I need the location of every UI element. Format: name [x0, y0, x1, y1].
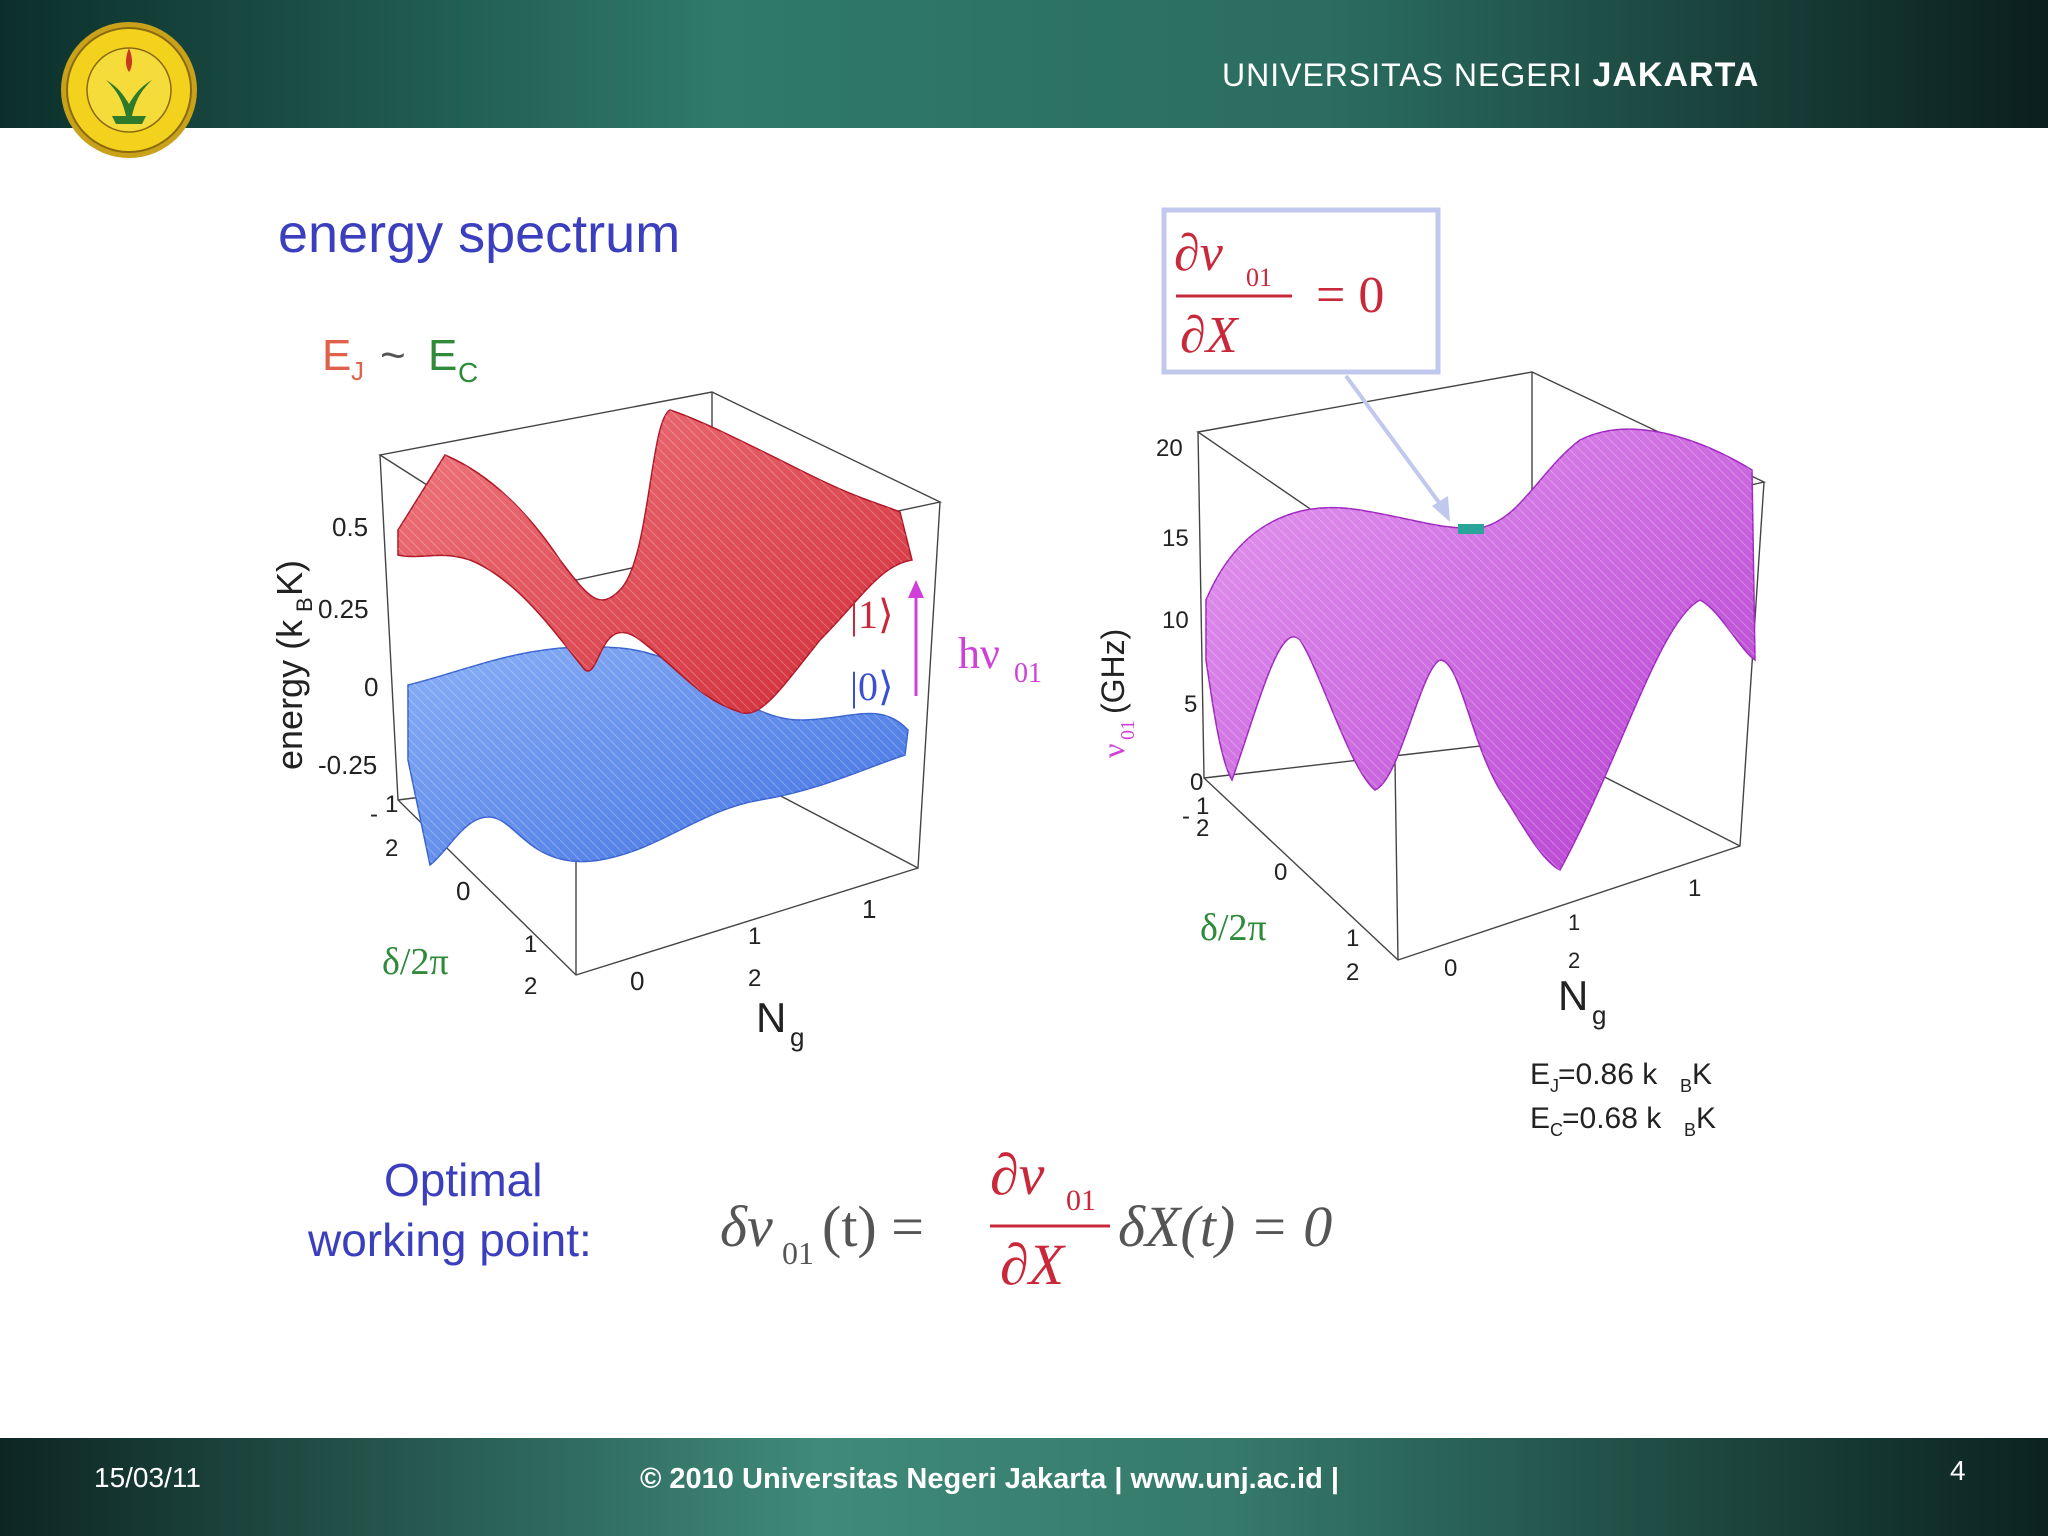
left-delta-tick: 1 [385, 791, 398, 818]
left-delta-axis-label: δ/2π [382, 941, 449, 983]
callout-numerator: ∂ν [1174, 225, 1224, 282]
equation-frac-num: ∂ν [990, 1142, 1045, 1207]
left-ng-tick: 1 [748, 923, 761, 950]
svg-text:E: E [1530, 1058, 1550, 1091]
left-y-axis-label: energy (k B K) [269, 560, 317, 770]
right-delta-tick: 2 [1346, 959, 1359, 986]
left-delta-tick: 1 [524, 931, 537, 958]
tilde: ~ [380, 331, 406, 380]
right-ng-tick: 1 [1568, 910, 1580, 935]
left-delta-tick: - [370, 801, 378, 828]
svg-text:=0.68 k: =0.68 k [1562, 1102, 1662, 1135]
derivative-callout-box [1161, 207, 1441, 375]
svg-text:K): K) [269, 560, 310, 596]
junction-parameters: E J =0.86 k B K E C =0.68 k B K [1530, 1058, 1716, 1140]
footer-date: 15/03/11 [94, 1462, 201, 1493]
left-delta-tick: 0 [456, 876, 470, 906]
svg-text:=0.86 k: =0.86 k [1558, 1058, 1658, 1091]
right-delta-axis-label: δ/2π [1200, 907, 1267, 949]
right-z-tick: 10 [1162, 607, 1189, 634]
callout-denominator: ∂X [1180, 307, 1240, 364]
right-delta-tick: 1 [1346, 925, 1359, 952]
equation-frac-num-sub: 01 [1066, 1184, 1096, 1217]
svg-text:B: B [1684, 1120, 1696, 1140]
svg-text:B: B [1680, 1076, 1692, 1096]
footer-copyright: © 2010 Universitas Negeri Jakarta | www.… [640, 1463, 1339, 1495]
right-z-tick: 20 [1156, 435, 1183, 462]
right-ng-tick: 2 [1568, 948, 1580, 973]
right-delta-tick: 0 [1274, 859, 1287, 886]
right-y-axis-label: ν 01 (GHz) [1095, 629, 1139, 758]
right-z-tick: 0 [1190, 769, 1203, 796]
right-ng-sub: g [1592, 1000, 1606, 1030]
left-delta-tick: 2 [385, 835, 398, 862]
state-0-label: |0⟩ [850, 664, 894, 709]
svg-text:ν: ν [1095, 744, 1131, 758]
right-ng-tick: 1 [1688, 875, 1701, 902]
right-ng-axis-label: N [1558, 972, 1588, 1019]
equation-frac-den: ∂X [1000, 1232, 1067, 1297]
svg-text:K: K [1692, 1058, 1712, 1091]
svg-text:01: 01 [1117, 720, 1139, 740]
transition-sub: 01 [1014, 658, 1042, 689]
left-ng-tick: 1 [862, 894, 876, 924]
transition-label: hν [958, 629, 1000, 678]
page-number: 4 [1950, 1455, 1966, 1486]
svg-text:B: B [292, 597, 317, 612]
callout-pointer [1344, 374, 1448, 514]
left-z-tick: 0.5 [332, 512, 368, 542]
equation-lhs: δν [720, 1194, 773, 1259]
svg-text:C: C [1550, 1120, 1563, 1140]
left-energy-plot: 0.5 0.25 0 -0.25 energy (k B K) - 1 2 0 … [269, 391, 1042, 1052]
state-1-label: |1⟩ [850, 592, 894, 637]
svg-text:energy (k: energy (k [269, 619, 310, 770]
university-prefix: UNIVERSITAS NEGERI [1222, 57, 1583, 93]
left-ng-axis-label: N [756, 994, 786, 1041]
ej-sub: J [351, 356, 364, 386]
svg-text:(GHz): (GHz) [1095, 629, 1131, 714]
equation-lhs-arg: (t) = [822, 1194, 924, 1259]
equation-rhs: δX(t) = 0 [1118, 1194, 1332, 1259]
optimal-label-line2: working point: [307, 1214, 592, 1266]
footer-bar [0, 1438, 2048, 1536]
right-delta-tick: 1 [1196, 793, 1209, 820]
university-name-bold: JAKARTA [1592, 56, 1760, 94]
ej-ec-label: E J ~ E C [322, 331, 478, 388]
left-ng-tick: 2 [748, 965, 761, 992]
right-ng-tick: 0 [1444, 955, 1457, 982]
header-bar [0, 0, 2048, 128]
left-z-tick: -0.25 [318, 750, 377, 780]
ej-label: E [322, 331, 351, 380]
right-delta-tick: - [1182, 803, 1190, 830]
right-z-tick: 5 [1184, 691, 1197, 718]
optimal-label-line1: Optimal [384, 1154, 542, 1206]
svg-text:K: K [1696, 1102, 1716, 1135]
svg-text:J: J [1550, 1076, 1559, 1096]
left-ng-sub: g [790, 1022, 804, 1052]
optimal-equation: δν 01 (t) = ∂ν 01 ∂X δX(t) = 0 [720, 1142, 1332, 1297]
sweet-spot-marker [1458, 524, 1484, 534]
left-ng-tick: 0 [630, 966, 644, 996]
svg-text:E: E [1530, 1102, 1550, 1135]
left-z-tick: 0.25 [318, 594, 369, 624]
left-z-tick: 0 [364, 672, 378, 702]
left-delta-tick: 2 [524, 973, 537, 1000]
callout-numerator-sub: 01 [1246, 263, 1272, 292]
ec-label: E [428, 331, 457, 380]
slide-title: energy spectrum [278, 204, 680, 264]
equation-lhs-sub: 01 [782, 1235, 814, 1271]
right-z-tick: 15 [1162, 525, 1189, 552]
right-delta-tick: 2 [1196, 815, 1209, 842]
ec-sub: C [458, 357, 478, 388]
callout-rhs: = 0 [1316, 267, 1384, 324]
right-frequency-plot: 20 15 10 5 0 ν 01 (GHz) - 1 2 0 1 2 δ/2π… [1095, 207, 1767, 1140]
university-name: UNIVERSITAS NEGERI JAKARTA [1222, 56, 1759, 95]
university-seal-icon [56, 20, 202, 160]
